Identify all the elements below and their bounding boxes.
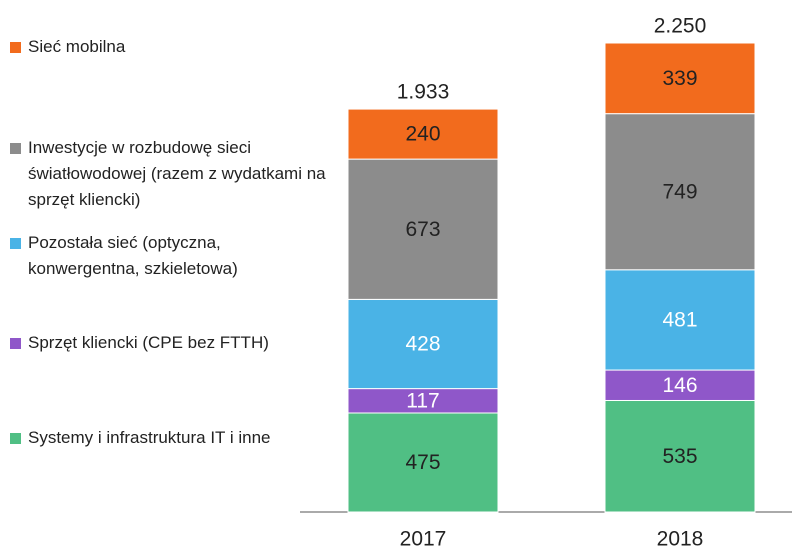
bar-segment — [604, 369, 756, 401]
bar-segment — [604, 269, 756, 371]
legend-entry: Systemy i infrastruktura IT i inne — [10, 425, 333, 451]
legend-label: Sieć mobilna — [28, 37, 126, 56]
legend-entry: Pozostała sieć (optyczna, konwergentna, … — [10, 230, 333, 282]
legend-label: Pozostała sieć (optyczna, konwergentna, … — [28, 233, 238, 278]
data-label: 481 — [662, 308, 697, 331]
legend-label: Systemy i infrastruktura IT i inne — [28, 428, 271, 447]
bar-segment — [347, 108, 499, 160]
bar-segment — [347, 388, 499, 414]
legend-swatch — [10, 433, 21, 444]
x-tick-label: 2017 — [400, 528, 447, 551]
legend-swatch — [10, 143, 21, 154]
total-label: 2.250 — [654, 15, 707, 38]
data-label: 240 — [405, 123, 440, 146]
legend-entry: Sieć mobilna — [10, 34, 333, 60]
bar-segment — [604, 399, 756, 513]
legend-swatch — [10, 338, 21, 349]
bar-segment — [347, 412, 499, 513]
legend-entry: Sprzęt kliencki (CPE bez FTTH) — [10, 330, 333, 356]
data-label: 749 — [662, 180, 697, 203]
data-label: 673 — [405, 218, 440, 241]
data-label: 117 — [406, 389, 439, 412]
legend-swatch — [10, 238, 21, 249]
legend-swatch — [10, 42, 21, 53]
data-label: 428 — [405, 333, 440, 356]
legend-label: Inwestycje w rozbudowę sieci światłowodo… — [28, 138, 326, 209]
data-label: 475 — [405, 451, 440, 474]
data-label: 339 — [662, 67, 697, 90]
data-label: 535 — [662, 445, 697, 468]
legend-entry: Inwestycje w rozbudowę sieci światłowodo… — [10, 135, 333, 213]
bar-segment — [347, 298, 499, 390]
data-label: 146 — [662, 374, 697, 397]
total-label: 1.933 — [397, 81, 450, 104]
bar-segment — [604, 42, 756, 115]
x-tick-label: 2018 — [657, 528, 704, 551]
bar-segment — [604, 113, 756, 271]
legend-label: Sprzęt kliencki (CPE bez FTTH) — [28, 333, 269, 352]
